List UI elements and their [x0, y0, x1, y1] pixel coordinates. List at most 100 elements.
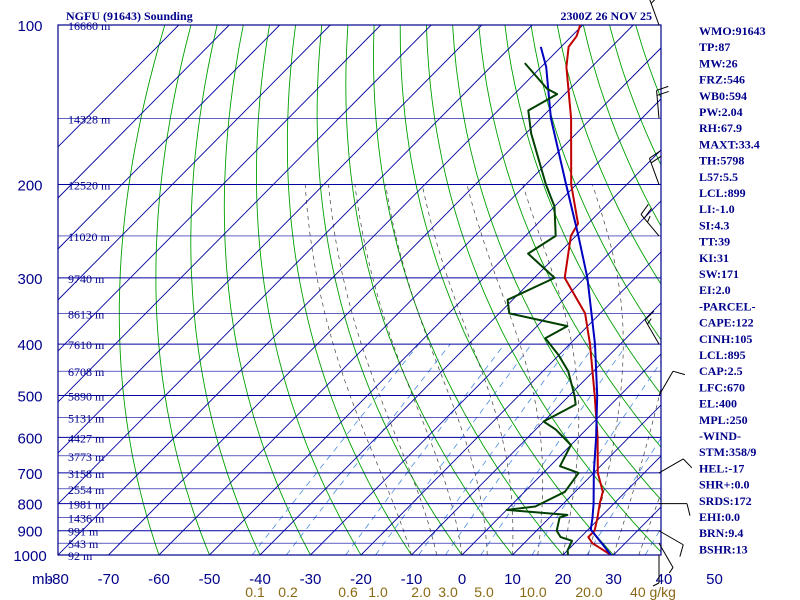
- wind-barb-flag: [656, 90, 669, 96]
- height-label: 1981 m: [68, 498, 105, 512]
- wind-barb-flag: [650, 0, 656, 4]
- pressure-tick-label: 800: [17, 497, 42, 514]
- moist-adiabat-line: [522, 184, 580, 555]
- wind-barb: [649, 0, 660, 26]
- pressure-tick-label: 400: [17, 337, 42, 354]
- stability-index-item: L57:5.5: [699, 170, 738, 184]
- pressure-tick-label: 700: [17, 466, 42, 483]
- wind-barb: [640, 204, 660, 237]
- dry-adiabat-line: [766, 25, 800, 555]
- parcel-trace-line: [539, 46, 612, 555]
- isotherm-line: [461, 353, 661, 555]
- isotherm-line: [58, 25, 483, 454]
- stability-index-item: TH:5798: [699, 154, 744, 168]
- stability-index-item: LCL:895: [699, 348, 746, 362]
- dry-adiabat-line: [373, 25, 564, 555]
- wind-barb-staff: [644, 319, 660, 345]
- wind-barb-flag: [652, 582, 660, 587]
- pressure-tick-label: 100: [17, 18, 42, 35]
- wind-barb-flag: [679, 544, 684, 557]
- wind-barb-staff: [658, 458, 684, 474]
- height-label: 14328 m: [68, 112, 111, 126]
- pressure-tick-label: 900: [17, 524, 42, 541]
- dry-adiabat-line: [582, 25, 661, 228]
- moist-adiabat-line: [304, 184, 412, 555]
- isotherm-line: [58, 25, 533, 505]
- height-label: 16660 m: [68, 19, 111, 33]
- temperature-tick-label: -70: [98, 571, 120, 588]
- dry-adiabat-line: [452, 25, 661, 501]
- wind-barb-flag: [643, 208, 652, 219]
- stability-index-item: SRDS:172: [699, 494, 752, 508]
- moist-adiabat-line: [466, 184, 544, 555]
- wind-barb: [658, 542, 674, 574]
- dry-adiabat-line: [399, 25, 614, 555]
- pressure-tick-label: 600: [17, 430, 42, 447]
- stability-index-item: EI:2.0: [699, 283, 731, 297]
- height-label: 8613 m: [68, 307, 105, 321]
- temperature-tick-label: -60: [148, 571, 170, 588]
- isotherm-line: [209, 98, 661, 555]
- wind-barb-flag: [649, 150, 660, 159]
- stability-index-item: WB0:594: [699, 89, 747, 103]
- stability-index-item: -PARCEL-: [699, 299, 755, 313]
- height-label: 5890 m: [68, 389, 105, 403]
- temperature-tick-label: 40: [656, 571, 673, 588]
- temperature-tick-label: -30: [300, 571, 322, 588]
- stability-indices: WMO:91643 TP:87 MW:26 FRZ:546 WB0:594 PW:2.04…: [699, 24, 766, 556]
- moist-adiabat-line: [421, 184, 514, 555]
- mixing-ratio-label: 2.0: [411, 584, 431, 600]
- mixing-ratio-line: [251, 343, 420, 555]
- background-lines: [58, 25, 800, 555]
- wind-barb-flag: [647, 318, 652, 325]
- pressure-tick-label: 300: [17, 271, 42, 288]
- stability-index-item: STM:358/9: [699, 445, 756, 459]
- wind-barbs: [640, 0, 693, 587]
- wind-barb-staff: [648, 158, 660, 185]
- stability-index-item: KI:31: [699, 251, 729, 265]
- stability-index-item: EL:400: [699, 397, 737, 411]
- wind-barb: [652, 555, 660, 587]
- height-label: 3773 m: [68, 450, 105, 464]
- temperature-tick-label: -20: [350, 571, 372, 588]
- height-label: 991 m: [68, 525, 99, 539]
- stability-index-item: RH:67.9: [699, 121, 742, 135]
- temperature-tick-label: 0: [458, 571, 466, 588]
- dry-adiabat-line: [118, 25, 166, 555]
- stability-index-item: CAPE:122: [699, 316, 754, 330]
- temperature-tick-label: 30: [605, 571, 622, 588]
- height-label: 2554 m: [68, 483, 105, 497]
- moist-adiabat-line: [613, 386, 661, 555]
- stability-index-item: CAP:2.5: [699, 364, 743, 378]
- temperature-tick-label: -10: [401, 571, 423, 588]
- pressure-tick-label: 500: [17, 388, 42, 405]
- stability-index-item: HEL:-17: [699, 461, 744, 475]
- isotherm-line: [411, 302, 661, 555]
- isotherm-line: [310, 200, 661, 555]
- temperature-tick-label: 10: [504, 571, 521, 588]
- wind-barb-flag: [672, 370, 686, 376]
- wind-barb: [658, 458, 693, 474]
- isotherm-line: [58, 25, 281, 250]
- wind-barb-flag: [647, 215, 651, 223]
- height-label: 12520 m: [68, 179, 111, 193]
- mixing-ratio-label: 40 g/kg: [630, 584, 676, 600]
- stability-index-item: BSHR:13: [699, 542, 748, 556]
- wind-barb-flag: [656, 85, 669, 91]
- height-label: 3158 m: [68, 467, 105, 481]
- isotherm-line: [58, 25, 331, 301]
- mixing-ratio-line: [375, 343, 533, 555]
- isotherm-line: [58, 25, 584, 555]
- wind-barb: [659, 503, 691, 516]
- stability-index-item: TP:87: [699, 40, 730, 54]
- pressure-tick-label: 1000: [13, 548, 46, 565]
- mixing-ratio-line: [345, 343, 505, 555]
- height-label: 92 m: [68, 549, 93, 563]
- dewpoint-trace-line: [505, 62, 580, 555]
- moist-adiabat-line: [328, 184, 438, 555]
- isotherm-line: [158, 47, 661, 555]
- mixing-ratio-label: 0.1: [245, 584, 265, 600]
- moist-adiabat-line: [638, 491, 661, 555]
- stability-index-item: MPL:250: [699, 413, 748, 427]
